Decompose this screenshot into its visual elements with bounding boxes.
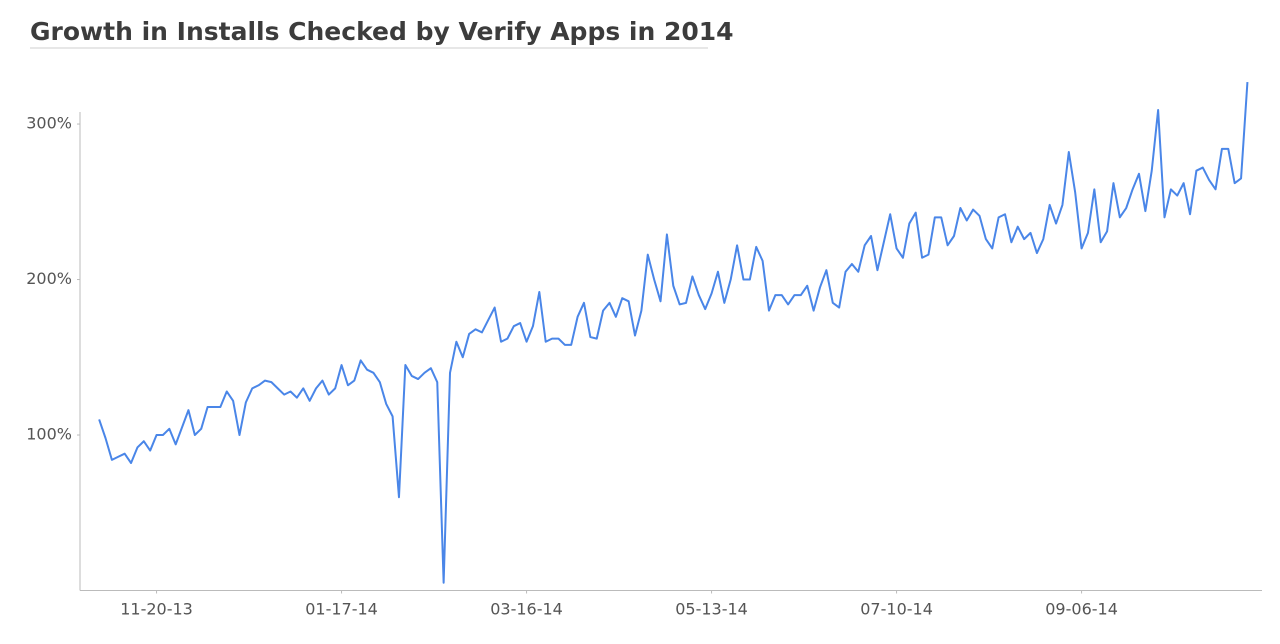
x-tick-label: 11-20-13: [120, 600, 193, 619]
y-tick-label: 100%: [26, 425, 72, 444]
y-tick-label: 200%: [26, 269, 72, 288]
x-tick-label: 09-06-14: [1045, 600, 1118, 619]
x-tick-label: 05-13-14: [675, 600, 748, 619]
x-tick-label: 03-16-14: [490, 600, 563, 619]
data-line: [98, 82, 1249, 584]
y-tick-label: 300%: [26, 114, 72, 133]
x-tick-label: 07-10-14: [860, 600, 933, 619]
x-tick-label: 01-17-14: [305, 600, 378, 619]
chart-title: Growth in Installs Checked by Verify App…: [30, 17, 734, 46]
